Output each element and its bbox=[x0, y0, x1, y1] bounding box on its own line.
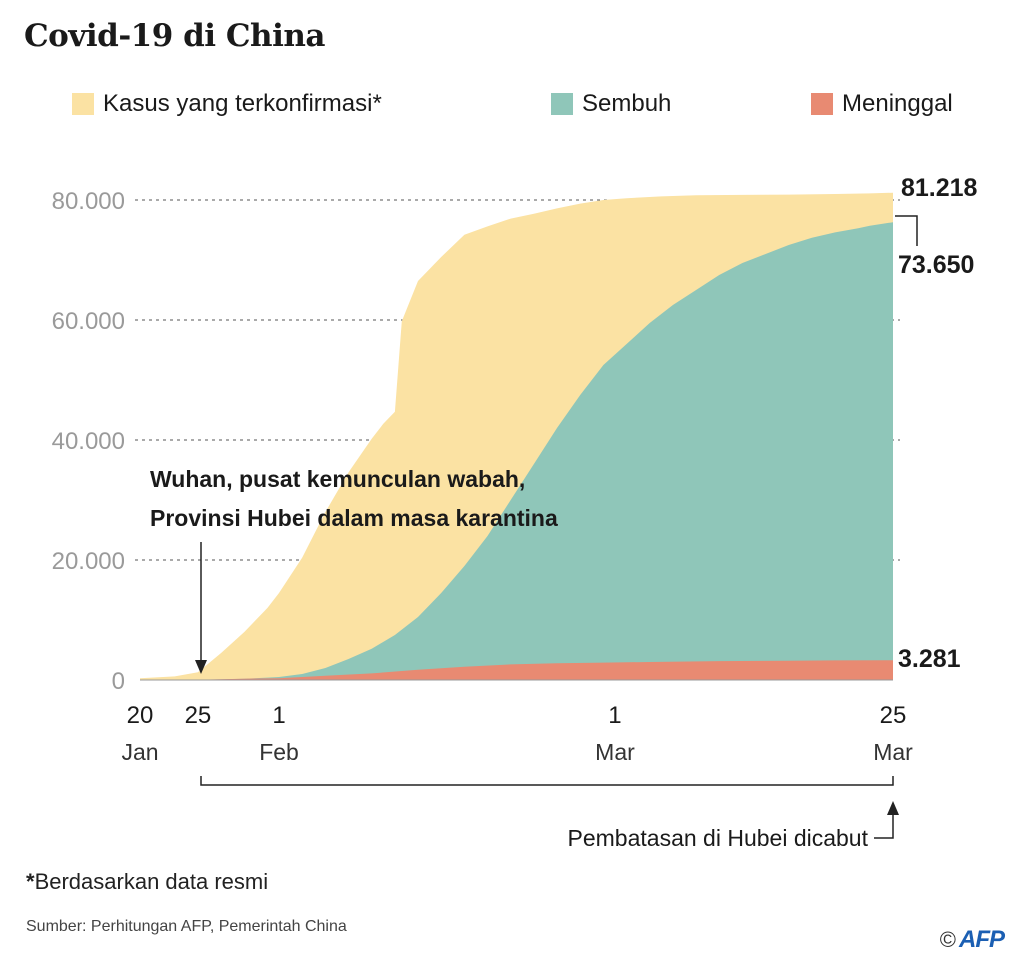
legend-item-deaths: Meninggal bbox=[811, 90, 953, 118]
quarantine-annotation-line1: Wuhan, pusat kemunculan wabah, bbox=[150, 466, 525, 492]
end-value-label: 3.281 bbox=[898, 645, 961, 673]
legend-swatch-confirmed bbox=[72, 93, 94, 115]
copyright-symbol: © bbox=[939, 927, 956, 952]
area-layer bbox=[140, 192, 893, 680]
recovered-label-leader bbox=[895, 215, 918, 246]
x-tick-label: 25 bbox=[880, 702, 907, 729]
y-tick-label: 80.000 bbox=[52, 188, 125, 215]
footnote-marker: * bbox=[26, 869, 35, 894]
legend-item-recovered: Sembuh bbox=[551, 90, 671, 118]
y-tick-label: 20.000 bbox=[52, 548, 125, 575]
y-tick-label: 60.000 bbox=[52, 308, 125, 335]
series-area-2 bbox=[140, 660, 893, 680]
y-tick-label: 0 bbox=[112, 668, 125, 695]
afp-logo: © AFP bbox=[939, 926, 1005, 954]
legend-label-deaths: Meninggal bbox=[842, 90, 953, 117]
lifted-arrow-line bbox=[874, 812, 894, 839]
quarantine-annotation-line2: Provinsi Hubei dalam masa karantina bbox=[150, 505, 558, 531]
x-tick-label: 1 bbox=[608, 702, 621, 729]
legend-swatch-recovered bbox=[551, 93, 573, 115]
chart-title: Covid-19 di China bbox=[24, 18, 325, 54]
legend-item-confirmed: Kasus yang terkonfirmasi* bbox=[72, 90, 382, 118]
annotation-layer: Wuhan, pusat kemunculan wabah, Provinsi … bbox=[150, 215, 918, 851]
x-tick-sublabel: Feb bbox=[259, 739, 299, 765]
legend-swatch-deaths bbox=[811, 93, 833, 115]
lifted-arrow-head bbox=[887, 801, 899, 815]
end-value-label: 81.218 bbox=[901, 174, 978, 202]
x-tick-label: 20 bbox=[127, 702, 154, 729]
footnote: *Berdasarkan data resmi bbox=[26, 869, 268, 895]
series-area-1 bbox=[140, 222, 893, 680]
end-value-label: 73.650 bbox=[898, 251, 974, 279]
source-credit: Sumber: Perhitungan AFP, Pemerintah Chin… bbox=[26, 918, 347, 935]
legend-label-recovered: Sembuh bbox=[582, 90, 672, 117]
y-tick-label: 40.000 bbox=[52, 428, 125, 455]
footnote-text: Berdasarkan data resmi bbox=[34, 869, 269, 894]
period-bracket bbox=[200, 776, 894, 786]
area-chart: 0 20.000 40.000 60.000 80.000 20 Jan 25 1 Feb 1 Mar… bbox=[52, 174, 978, 851]
legend-label-confirmed: Kasus yang terkonfirmasi* bbox=[103, 90, 382, 117]
lifted-annotation: Pembatasan di Hubei dicabut bbox=[568, 825, 869, 851]
axis-layer: 0 20.000 40.000 60.000 80.000 20 Jan 25 1 Feb 1 Mar… bbox=[52, 174, 978, 765]
x-tick-sublabel: Mar bbox=[873, 739, 913, 765]
afp-brand: AFP bbox=[959, 926, 1005, 953]
x-tick-sublabel: Jan bbox=[121, 739, 158, 765]
quarantine-arrow-head bbox=[195, 660, 207, 674]
x-tick-label: 1 bbox=[272, 702, 285, 729]
x-tick-sublabel: Mar bbox=[595, 739, 635, 765]
x-tick-label: 25 bbox=[185, 702, 212, 729]
